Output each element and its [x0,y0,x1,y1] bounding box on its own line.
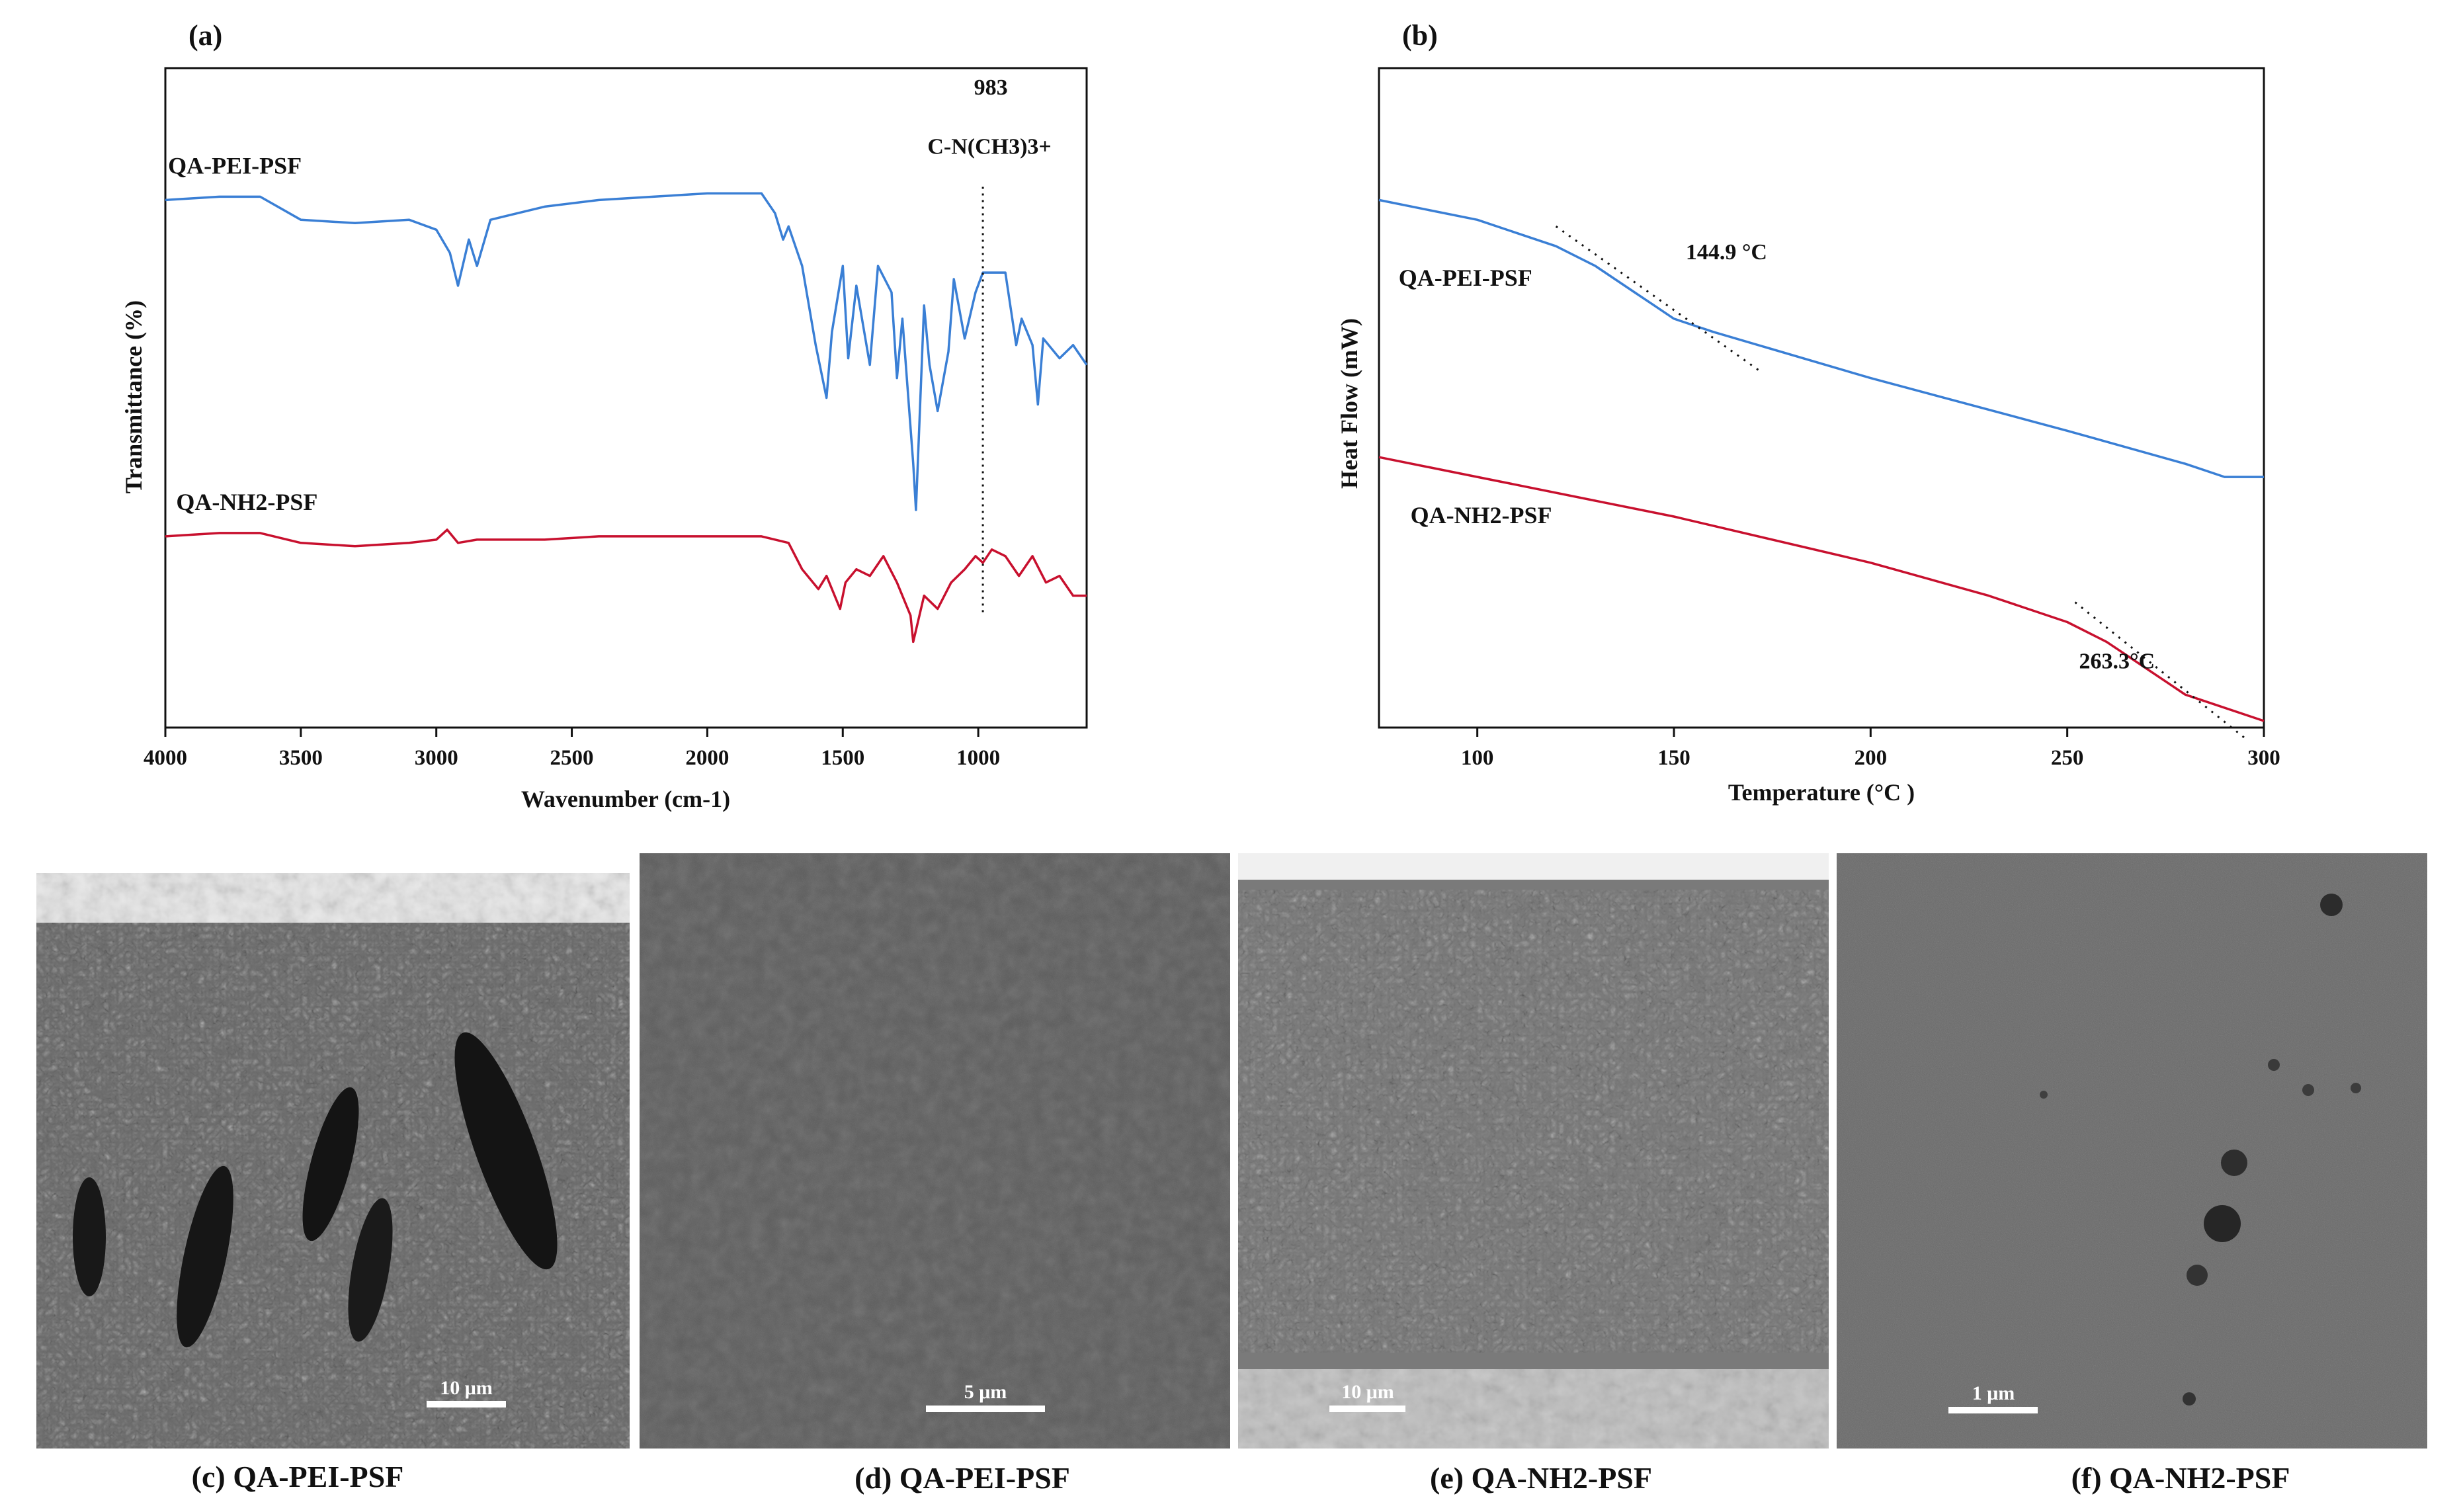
panel-a-x-ticks: 4000 3500 3000 2500 2000 1500 1000 [144,728,1000,770]
panel-b-xlabel: Temperature (°C ) [1728,779,1915,806]
series-qa-pei-psf [1378,198,2264,478]
sem-image-e: 10 μm [1238,853,1829,1449]
peak-983-label: 983 [974,75,1008,100]
panel-b-series [1378,198,2265,722]
series-qa-nh2-psf [1378,456,2265,722]
panel-a-ylabel: Transmittance (%) [120,300,147,493]
x-tick-label-2000: 2000 [685,746,729,770]
panel-b-label: (b) [1402,19,1438,52]
x-tick-label-1500: 1500 [821,746,864,770]
x-tick-label-150: 150 [1657,746,1690,770]
panel-b-ylabel: Heat Flow (mW) [1336,318,1362,489]
x-tick-label-100: 100 [1461,746,1494,770]
caption-d: (d) QA-PEI-PSF [855,1461,1070,1495]
scale-label-c: 10 μm [440,1377,493,1399]
x-tick-label-250: 250 [2051,746,2084,770]
scale-label-d: 5 μm [964,1381,1007,1403]
legend-qa-nh2-psf: QA-NH2-PSF [176,489,317,515]
legend-qa-nh2-psf: QA-NH2-PSF [1411,502,1552,528]
panel-a-xlabel: Wavenumber (cm-1) [521,786,730,812]
x-tick-label-200: 200 [1855,746,1888,770]
x-tick-label-3500: 3500 [279,746,323,770]
caption-c: (c) QA-PEI-PSF [192,1460,404,1493]
peak-group-label: C-N(CH3)3+ [927,135,1051,159]
scale-label-e: 10 μm [1341,1381,1394,1403]
sem-image-f: 1 μm [1837,853,2427,1449]
panel-a-series [165,192,1088,644]
x-tick-label-3000: 3000 [415,746,458,770]
legend-qa-pei-psf: QA-PEI-PSF [168,153,302,179]
x-tick-label-300: 300 [2247,746,2280,770]
panel-a-frame [164,67,1088,729]
scale-bar-f [1948,1407,2038,1413]
panel-b-frame [1378,67,2265,729]
scale-bar-e [1329,1406,1405,1412]
legend-qa-pei-psf: QA-PEI-PSF [1399,265,1532,291]
x-tick-label-1000: 1000 [956,746,1000,770]
tg-label-qa-nh2-psf: 263.3°C [2079,649,2155,673]
scale-bar-d [926,1406,1045,1412]
panel-a-ftir: (a) 4000 3500 3000 2500 2000 1500 1000 983 C-N… [120,19,1088,812]
series-qa-nh2-psf [165,528,1087,644]
sem-image-d: 5 μm [640,853,1230,1449]
panel-b-dsc: (b) 100 150 200 250 300 144.9 °C 263.3°C QA-… [1336,19,2280,806]
caption-f: (f) QA-NH2-PSF [2071,1461,2290,1495]
x-tick-label-4000: 4000 [144,746,187,770]
scale-label-f: 1 μm [1972,1382,2015,1404]
sem-image-c: 10 μm [36,873,630,1449]
scale-bar-c [427,1401,506,1407]
series-qa-pei-psf [165,192,1088,511]
panel-a-label: (a) [188,19,222,52]
tg-label-qa-pei-psf: 144.9 °C [1686,240,1767,265]
panel-b-x-ticks: 100 150 200 250 300 [1461,728,2280,770]
caption-e: (e) QA-NH2-PSF [1430,1461,1652,1495]
x-tick-label-2500: 2500 [550,746,594,770]
